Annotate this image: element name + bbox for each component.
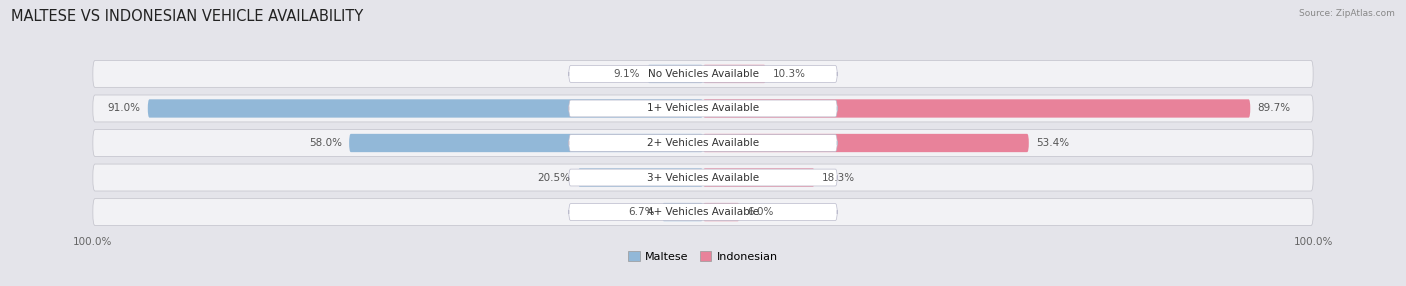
FancyBboxPatch shape — [648, 65, 703, 83]
Text: 6.7%: 6.7% — [628, 207, 655, 217]
Text: 91.0%: 91.0% — [107, 104, 141, 114]
FancyBboxPatch shape — [93, 198, 1313, 226]
FancyBboxPatch shape — [148, 99, 703, 118]
Text: 10.3%: 10.3% — [773, 69, 806, 79]
FancyBboxPatch shape — [93, 60, 1313, 88]
Text: Source: ZipAtlas.com: Source: ZipAtlas.com — [1299, 9, 1395, 17]
FancyBboxPatch shape — [569, 204, 837, 221]
FancyBboxPatch shape — [569, 169, 837, 186]
Text: 53.4%: 53.4% — [1036, 138, 1070, 148]
FancyBboxPatch shape — [569, 100, 837, 117]
Text: 58.0%: 58.0% — [309, 138, 342, 148]
Text: 20.5%: 20.5% — [537, 172, 571, 182]
FancyBboxPatch shape — [349, 134, 703, 152]
Text: 18.3%: 18.3% — [823, 172, 855, 182]
FancyBboxPatch shape — [662, 203, 703, 221]
FancyBboxPatch shape — [703, 168, 814, 187]
Text: 1+ Vehicles Available: 1+ Vehicles Available — [647, 104, 759, 114]
Text: 2+ Vehicles Available: 2+ Vehicles Available — [647, 138, 759, 148]
Text: 9.1%: 9.1% — [613, 69, 640, 79]
FancyBboxPatch shape — [703, 134, 1029, 152]
Text: MALTESE VS INDONESIAN VEHICLE AVAILABILITY: MALTESE VS INDONESIAN VEHICLE AVAILABILI… — [11, 9, 364, 23]
FancyBboxPatch shape — [703, 99, 1250, 118]
FancyBboxPatch shape — [569, 135, 837, 151]
FancyBboxPatch shape — [703, 65, 766, 83]
Text: 6.0%: 6.0% — [747, 207, 773, 217]
Text: 3+ Vehicles Available: 3+ Vehicles Available — [647, 172, 759, 182]
FancyBboxPatch shape — [93, 164, 1313, 191]
Legend: Maltese, Indonesian: Maltese, Indonesian — [628, 251, 778, 262]
FancyBboxPatch shape — [703, 203, 740, 221]
FancyBboxPatch shape — [93, 130, 1313, 156]
FancyBboxPatch shape — [578, 168, 703, 187]
Text: 89.7%: 89.7% — [1257, 104, 1291, 114]
Text: No Vehicles Available: No Vehicles Available — [648, 69, 758, 79]
FancyBboxPatch shape — [93, 95, 1313, 122]
FancyBboxPatch shape — [569, 65, 837, 82]
Text: 4+ Vehicles Available: 4+ Vehicles Available — [647, 207, 759, 217]
